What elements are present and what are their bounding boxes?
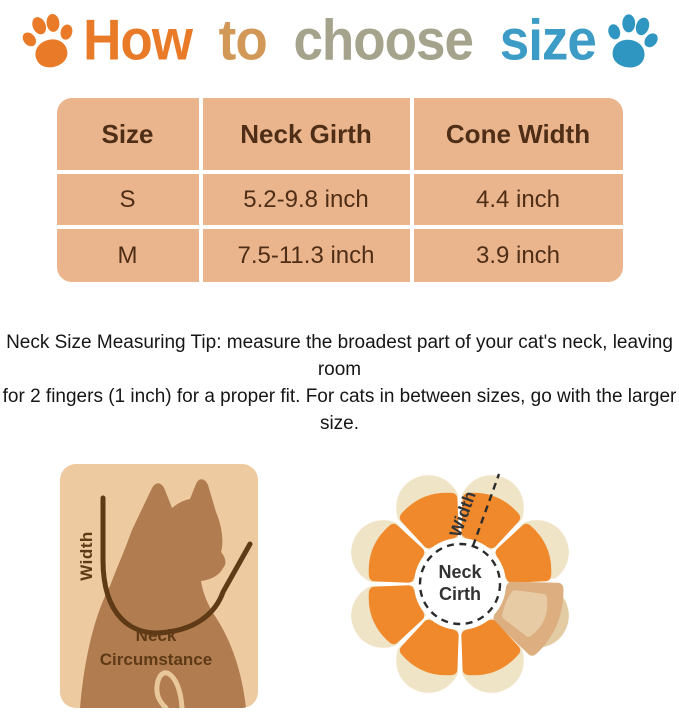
col-header-cone-width: Cone Width: [411, 98, 623, 174]
measuring-tip: Neck Size Measuring Tip: measure the bro…: [0, 329, 679, 437]
table-cell: S: [56, 172, 203, 229]
size-table: Size Neck Girth Cone Width S 5.2-9.8 inc…: [56, 98, 623, 282]
table-cell: 3.9 inch: [475, 241, 561, 269]
cat-silhouette: [80, 479, 246, 708]
table-header-row: Size Neck Girth Cone Width: [56, 98, 623, 174]
cone-svg: Width Neck Cirth: [347, 471, 582, 697]
cone-neck-girth-label-line: Cirth: [439, 584, 481, 604]
cone-neck-girth-label-line: Neck: [438, 562, 482, 582]
title-word: size: [499, 8, 597, 72]
neck-measure-line: [100, 495, 253, 636]
measuring-tip-line: Neck Size Measuring Tip: measure the bro…: [6, 332, 673, 380]
table-cell: M: [56, 227, 203, 282]
cat-neck-label-line: Circumstance: [99, 650, 213, 669]
table-cell: 7.5-11.3 inch: [200, 227, 414, 282]
cone-shapes: [347, 471, 582, 697]
table-row: M 7.5-11.3 inch 3.9 inch: [56, 227, 623, 282]
paw-icon: [22, 13, 73, 68]
size-table-container: Size Neck Girth Cone Width S 5.2-9.8 inc…: [56, 98, 623, 282]
cone-width-dash-line: [471, 473, 501, 547]
paw-icon: [608, 14, 658, 68]
cat-width-label: Width: [77, 531, 96, 581]
cat-measure-diagram: Width Neck Circumstance: [60, 464, 258, 708]
table-cell: 5.2-9.8 inch: [200, 172, 414, 229]
figures: Width Neck Circumstance Width Neck Cirth: [0, 464, 679, 716]
col-header-size: Size: [56, 98, 203, 174]
header: How to choose size: [0, 0, 679, 74]
measuring-tip-line: for 2 fingers (1 inch) for a proper fit.…: [2, 386, 677, 434]
title-word: to: [218, 8, 268, 72]
cat-neck-circumference-label: Neck Circumstance: [100, 624, 212, 672]
cone-top-view-diagram: Width Neck Cirth: [342, 466, 582, 702]
title-word: choose: [293, 8, 474, 72]
table-row: S 5.2-9.8 inch 4.4 inch: [56, 172, 623, 229]
col-header-neck-girth: Neck Girth: [200, 98, 414, 174]
page-title: How to choose size: [83, 8, 597, 72]
cat-neck-label-line: Neck: [135, 626, 177, 645]
title-word: How: [83, 8, 193, 72]
table-cell: 4.4 inch: [411, 172, 623, 229]
